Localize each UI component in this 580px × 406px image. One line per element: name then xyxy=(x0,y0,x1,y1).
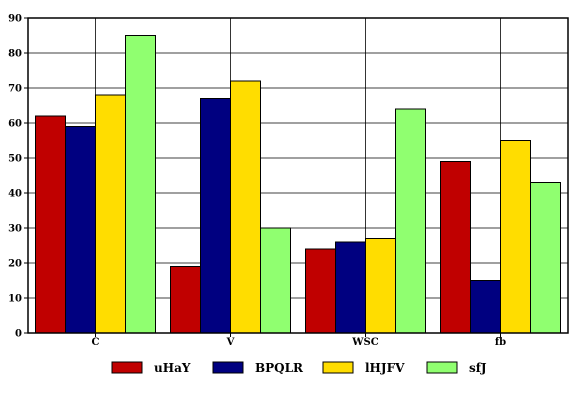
y-tick-label: 80 xyxy=(8,49,22,60)
legend-label-uHaY: uHaY xyxy=(154,361,191,375)
bar-lHJFV-fb xyxy=(500,140,531,334)
y-tick-label: 60 xyxy=(8,119,22,130)
axes: 0 10 20 30 40 50 60 70 80 90 C V WSC fb xyxy=(8,14,569,348)
y-tick-label: 20 xyxy=(8,259,22,270)
legend-label-sfJ: sfJ xyxy=(469,361,487,375)
bar-BPQLR-C xyxy=(65,126,96,334)
y-tick-label: 50 xyxy=(8,154,22,165)
bar-BPQLR-fb xyxy=(470,280,501,334)
y-tick-label: 10 xyxy=(8,294,22,305)
bar-sfJ-V xyxy=(260,227,291,334)
bar-sfJ-fb xyxy=(530,182,561,334)
x-tick-label: WSC xyxy=(351,337,378,348)
plot-frame xyxy=(27,17,569,334)
legend-swatch-BPQLR xyxy=(212,361,244,374)
bar-lHJFV-V xyxy=(230,80,261,334)
legend-label-lHJFV: lHJFV xyxy=(365,361,405,375)
y-tick-label: 70 xyxy=(8,84,22,95)
bar-lHJFV-WSC xyxy=(365,238,396,334)
y-tick-label: 40 xyxy=(8,189,22,200)
bars xyxy=(35,35,561,334)
legend-swatch-sfJ xyxy=(426,361,458,374)
legend-swatch-uHaY xyxy=(111,361,143,374)
bar-BPQLR-V xyxy=(200,98,231,334)
x-tick-label: C xyxy=(92,337,100,348)
bar-BPQLR-WSC xyxy=(335,241,366,334)
y-tick-label: 90 xyxy=(8,14,22,25)
bar-uHaY-fb xyxy=(440,161,471,334)
x-tick-label: fb xyxy=(495,337,506,348)
bar-sfJ-C xyxy=(125,35,156,334)
bar-lHJFV-C xyxy=(95,94,126,334)
legend: uHaY BPQLR lHJFV sfJ xyxy=(111,361,487,375)
y-tick-label: 0 xyxy=(15,329,22,340)
legend-swatch-lHJFV xyxy=(322,361,354,374)
bar-uHaY-V xyxy=(170,266,201,334)
bar-uHaY-C xyxy=(35,115,66,334)
x-tick-label: V xyxy=(226,337,235,348)
bar-uHaY-WSC xyxy=(305,248,336,334)
bar-sfJ-WSC xyxy=(395,108,426,334)
legend-label-BPQLR: BPQLR xyxy=(255,361,304,375)
y-tick-label: 30 xyxy=(8,224,22,235)
